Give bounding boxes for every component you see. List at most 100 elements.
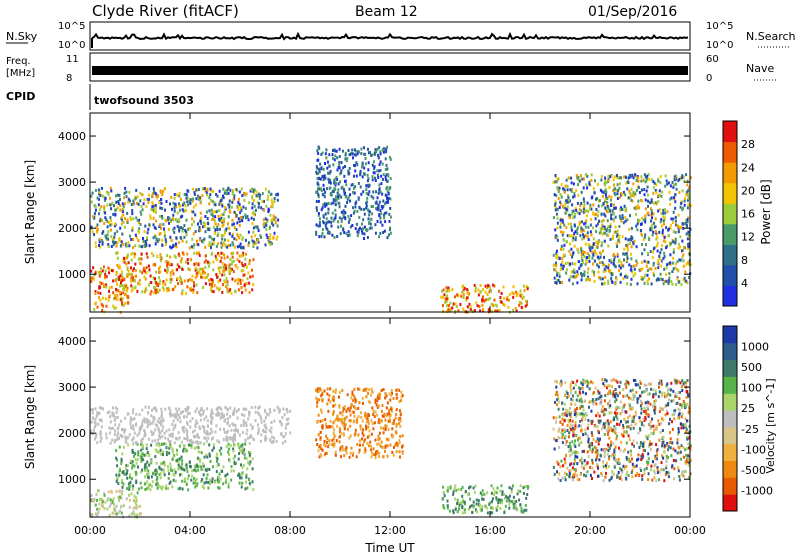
echo-cell [113,440,116,444]
echo-cell [234,428,237,432]
echo-cell [170,195,173,199]
echo-cell [607,174,610,178]
echo-cell [248,453,251,457]
echo-cell [328,171,331,175]
echo-cell [98,418,101,422]
echo-cell [618,225,621,228]
echo-cell [679,205,682,209]
echo-cell [380,440,383,444]
echo-cell [569,188,572,192]
echo-cell [99,440,102,443]
echo-cell [520,301,523,305]
echo-cell [246,436,249,440]
echo-cell [176,418,179,422]
echo-cell [389,157,392,161]
echo-cell [196,435,199,438]
echo-cell [203,428,206,432]
echo-cell [675,187,678,191]
echo-cell [109,196,111,200]
echo-cell [99,291,102,295]
echo-cell [92,499,95,503]
echo-cell [134,501,137,505]
echo-cell [565,208,568,211]
echo-cell [570,247,573,251]
echo-cell [250,406,253,410]
echo-cell [458,503,461,507]
echo-cell [131,246,134,249]
echo-cell [386,454,389,458]
echo-cell [678,225,680,229]
echo-cell [619,266,622,270]
echo-cell [338,395,340,399]
echo-cell [472,486,475,490]
echo-cell [454,497,457,501]
echo-cell [210,437,213,441]
echo-cell [635,207,638,211]
echo-cell [320,447,323,451]
echo-cell [676,260,679,264]
echo-cell [227,485,230,489]
echo-cell [124,186,127,190]
echo-cell [329,169,332,173]
echo-cell [379,426,382,430]
echo-cell [232,423,235,427]
echo-cell [574,230,577,234]
echo-cell [146,460,149,464]
echo-cell [212,443,215,447]
echo-cell [493,493,495,497]
echo-cell [158,430,161,434]
echo-cell [318,387,321,391]
echo-cell [272,223,275,227]
echo-cell [321,399,324,403]
echo-cell [443,494,446,498]
echo-cell [598,219,600,223]
echo-cell [135,188,138,192]
echo-cell [93,215,96,219]
echo-cell [175,218,178,221]
echo-cell [244,407,246,411]
echo-cell [183,468,186,472]
echo-cell [376,173,379,177]
echo-cell [321,206,324,210]
echo-cell [100,282,103,285]
echo-cell [381,223,384,227]
echo-cell [603,225,606,229]
echo-cell [229,267,232,271]
echo-cell [629,268,632,272]
echo-cell [344,211,347,215]
echo-cell [359,169,362,173]
echo-cell [601,261,604,264]
echo-cell [395,396,398,400]
echo-cell [593,273,596,277]
echo-cell [168,216,171,220]
echo-cell [178,436,181,440]
echo-cell [242,421,245,425]
echo-cell [476,510,478,514]
echo-cell [329,181,332,185]
echo-cell [134,244,137,248]
echo-cell [122,303,125,307]
echo-cell [573,271,576,275]
echo-cell [152,188,155,192]
echo-cell [326,220,329,224]
echo-cell [116,206,119,210]
echo-cell [355,161,358,165]
echo-cell [324,176,327,180]
echo-cell [597,210,600,214]
echo-cell [353,387,356,391]
echo-cell [622,221,625,225]
echo-cell [166,267,169,271]
echo-cell [500,292,503,295]
echo-cell [354,202,357,206]
echo-cell [360,165,363,169]
echo-cell [248,462,251,466]
echo-cell [194,485,197,489]
echo-cell [168,288,171,292]
echo-cell [116,193,119,197]
echo-cell [481,489,484,493]
echo-cell [629,241,632,245]
echo-cell [173,414,176,418]
echo-cell [455,305,458,308]
echo-cell [370,448,373,452]
echo-cell [141,208,144,212]
